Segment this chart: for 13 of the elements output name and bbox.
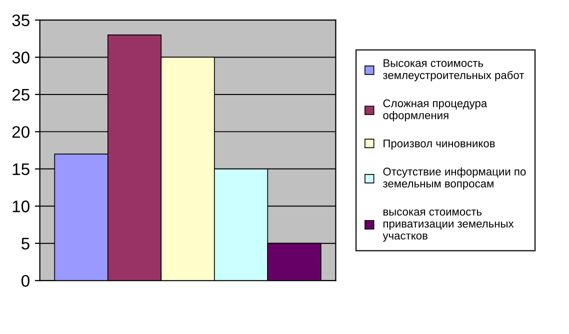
y-tick-label: 30 <box>12 52 30 64</box>
y-tick-label: 0 <box>21 274 30 287</box>
y-tick-label: 10 <box>12 200 30 212</box>
legend-label: Произвол чиновников <box>384 140 495 150</box>
y-tick-label: 15 <box>12 163 30 176</box>
legend-label: высокая стоимость приватизации земельных участков <box>382 210 514 242</box>
y-tick-label: 35 <box>12 14 30 26</box>
y-tick-label: 5 <box>22 238 30 250</box>
legend-label: Отсутствие информации по земельным вопросам <box>382 167 526 190</box>
legend-label: Сложная процедура оформления <box>383 99 488 122</box>
y-tick-label: 25 <box>12 88 30 101</box>
y-tick-label: 20 <box>12 126 30 138</box>
legend-label: Высокая стоимость землеустроительных работ <box>382 59 524 82</box>
